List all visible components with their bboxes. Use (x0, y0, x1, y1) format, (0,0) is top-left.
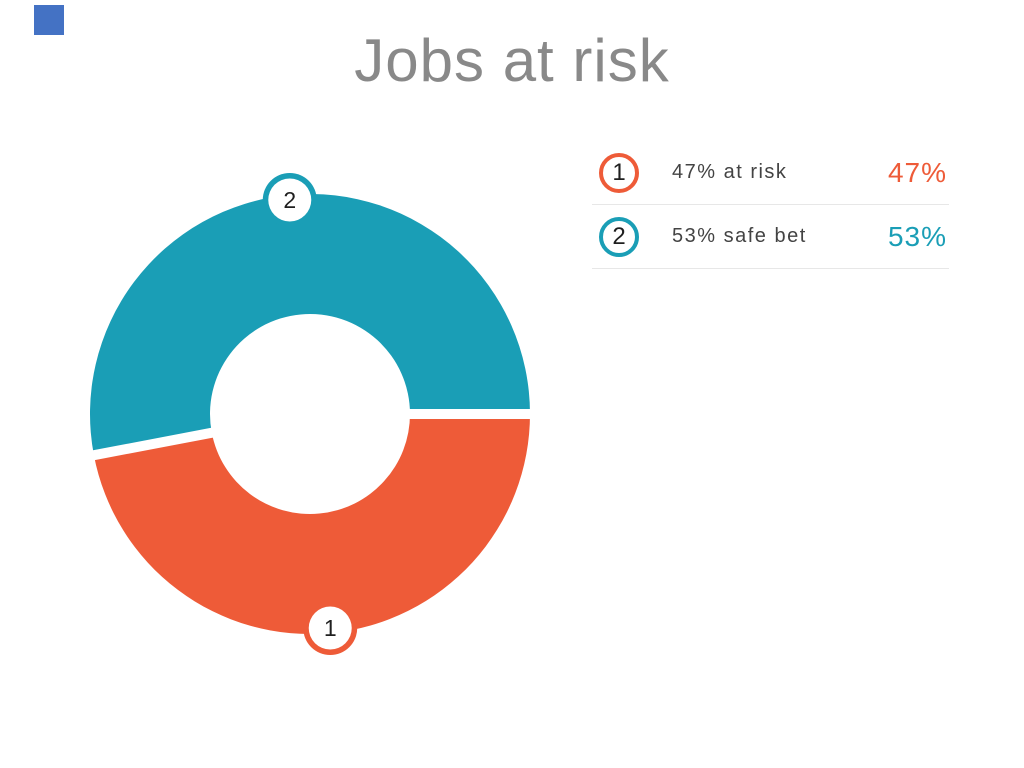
slice-badge-number-2: 2 (283, 187, 296, 213)
slice-badge-number-1: 1 (324, 615, 337, 641)
donut-chart-svg: 21 (79, 172, 544, 656)
legend-badge-1: 1 (599, 152, 639, 193)
legend-badge-2: 2 (599, 216, 639, 257)
legend-label-safe-bet: 53% safe bet (672, 225, 807, 247)
legend-label-at-risk: 47% at risk (672, 161, 788, 183)
slice-gap-line (79, 409, 311, 463)
slice-badge-1 (308, 606, 352, 650)
legend-row-at-risk: 1 47% at risk 47% (592, 141, 949, 205)
pie-slice-1 (93, 414, 531, 634)
legend: 1 47% at risk 47% 2 53% safe bet 53% (592, 141, 949, 269)
chart-title: Jobs at risk (354, 27, 670, 94)
legend-value-safe-bet: 53% (887, 220, 947, 252)
slide-corner-accent (34, 5, 64, 35)
legend-value-at-risk: 47% (887, 156, 947, 188)
pie-slice-2 (89, 193, 530, 456)
legend-row-safe-bet: 2 53% safe bet 53% (592, 205, 949, 269)
slice-badge-2 (268, 178, 312, 222)
